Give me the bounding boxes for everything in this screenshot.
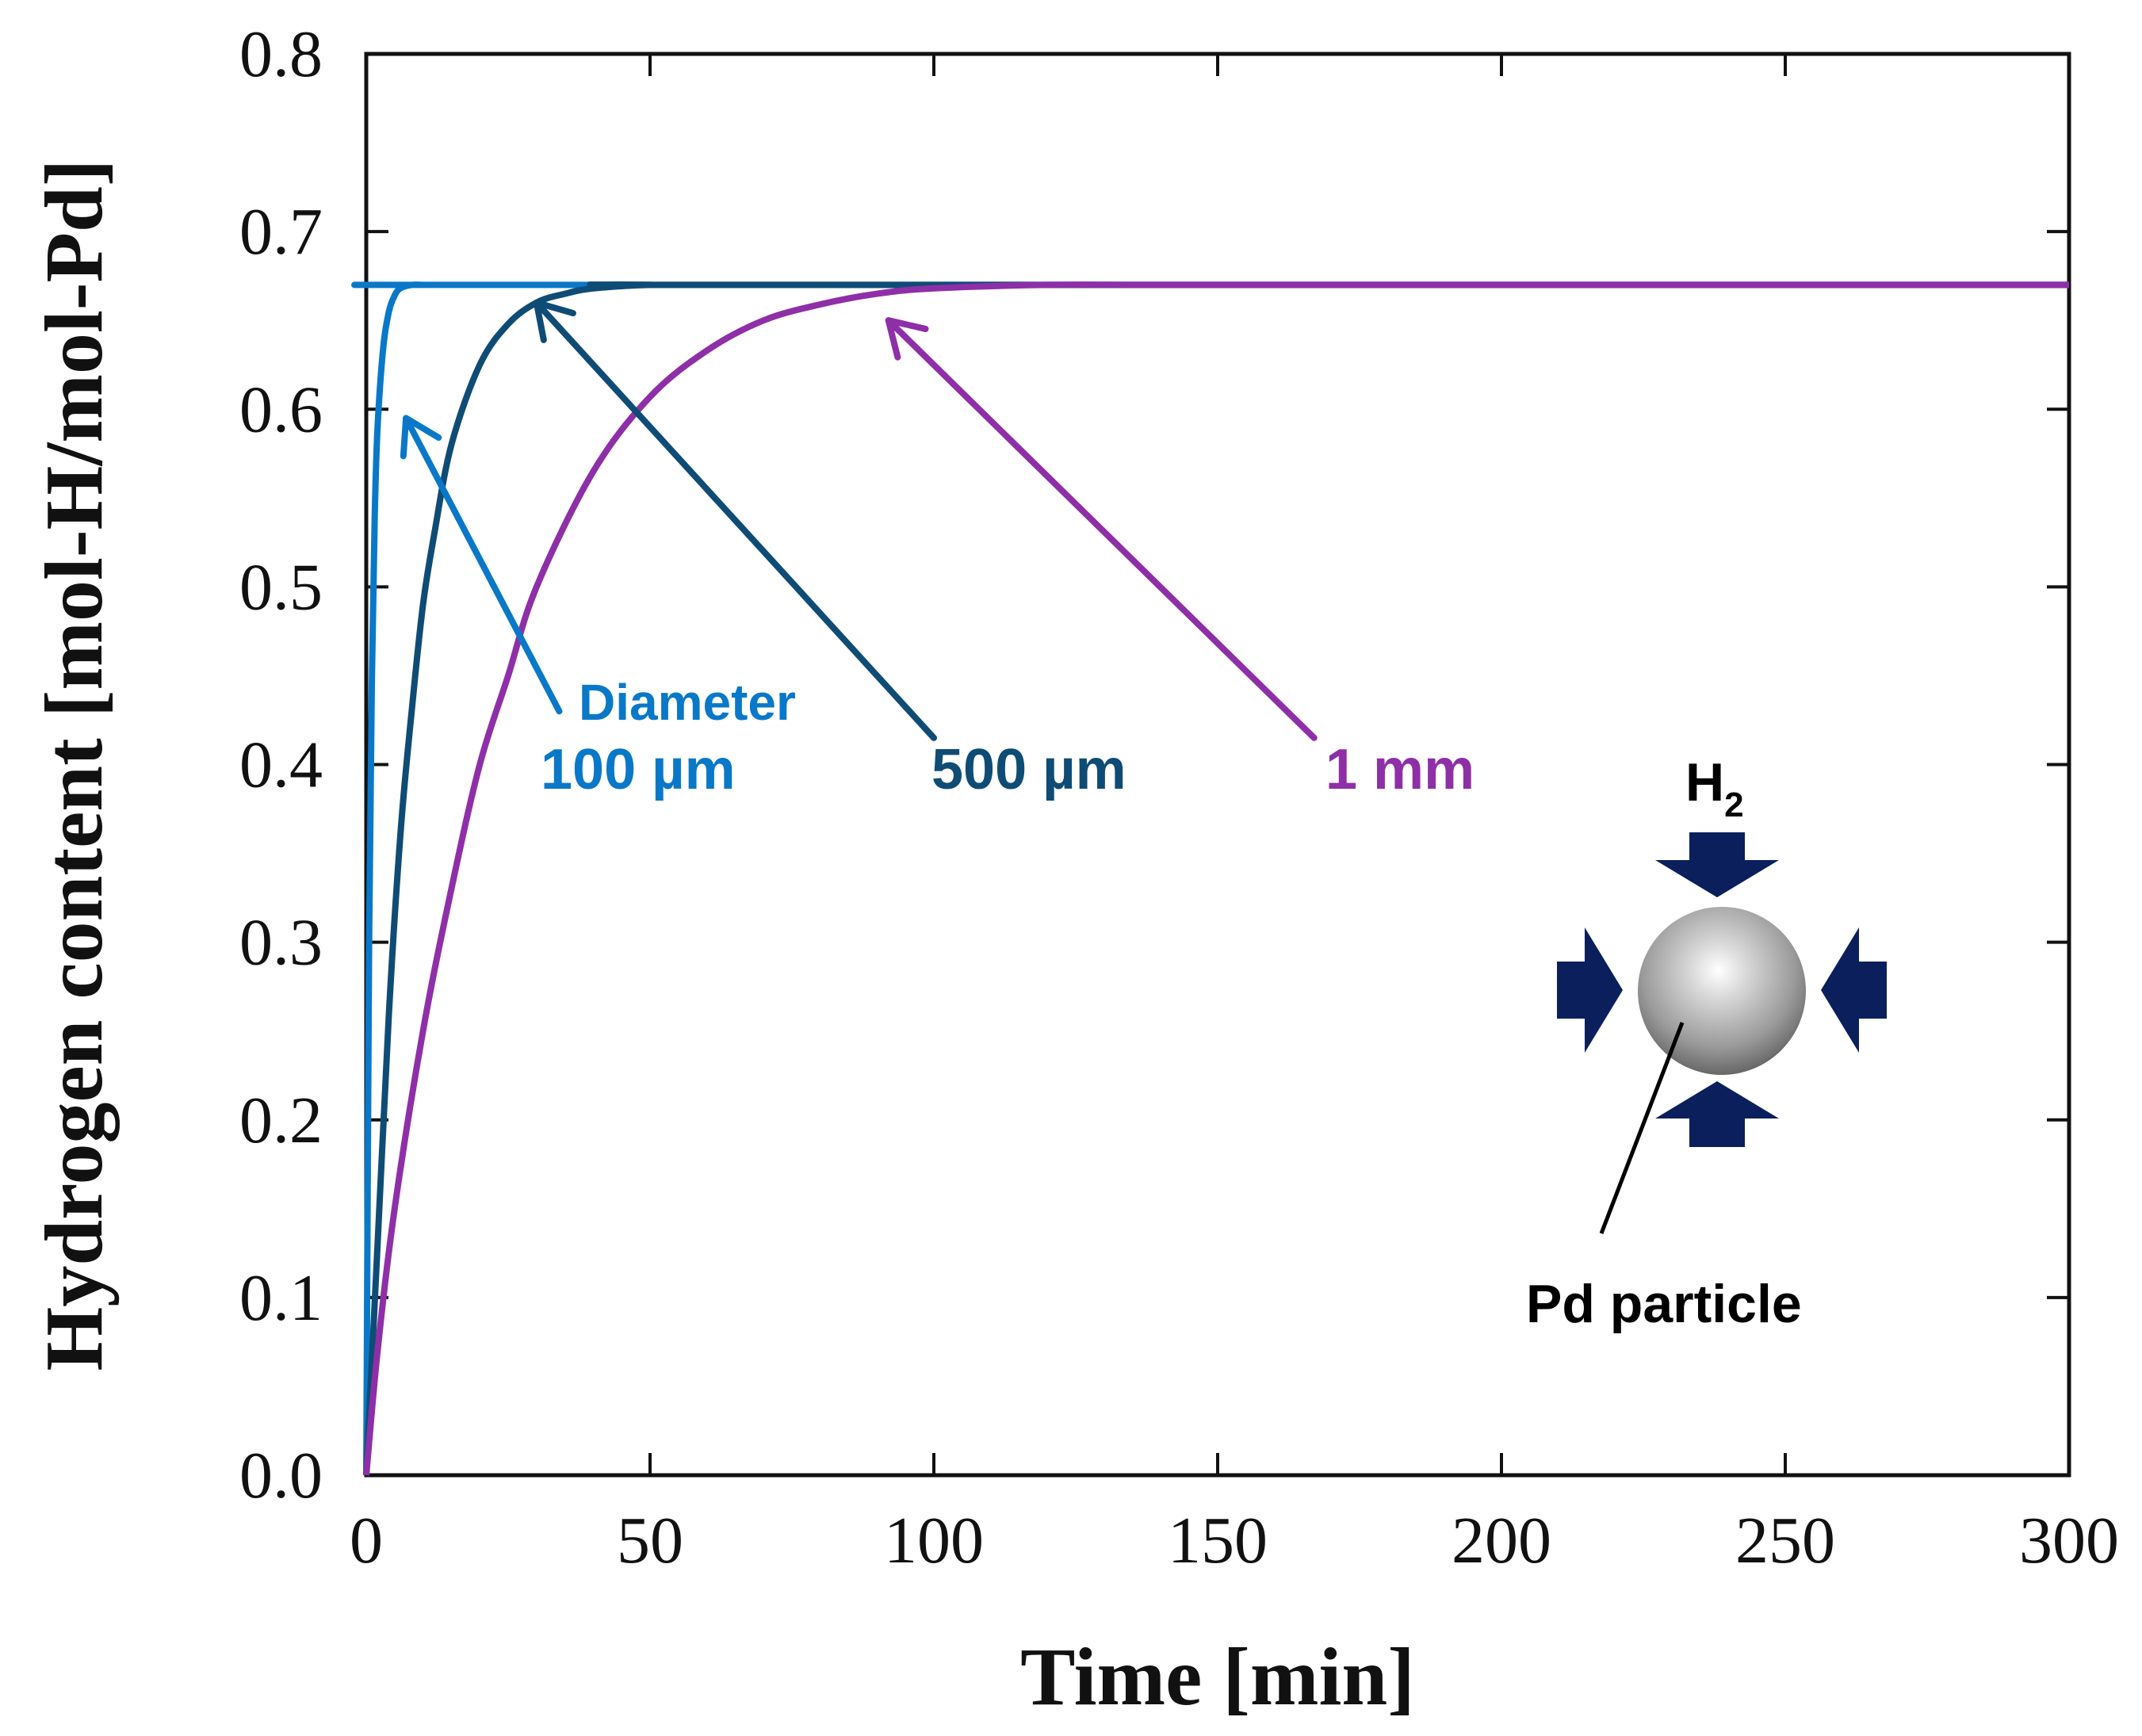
- x-axis-title: Time [min]: [1020, 1631, 1415, 1723]
- annotation-arrowhead: [885, 317, 929, 361]
- arrow-down-icon: [1655, 832, 1779, 897]
- y-tick-label: 0.1: [239, 1261, 323, 1335]
- annotation-arrow: [403, 415, 563, 715]
- series-line: [363, 281, 2069, 1476]
- x-tick-label: 0: [350, 1504, 383, 1577]
- x-tick-label: 100: [884, 1504, 984, 1577]
- x-tick-label: 200: [1452, 1504, 1551, 1577]
- annotation-arrowhead: [533, 299, 576, 343]
- annotation-diameter-label: Diameter: [579, 674, 796, 731]
- y-tick-label: 0.0: [239, 1439, 323, 1512]
- annotation-arrowhead: [400, 415, 442, 460]
- series-line: [363, 281, 2069, 1476]
- pd-particle-inset: H2 Pd particle: [1526, 752, 1887, 1334]
- y-tick-label: 0.8: [239, 17, 323, 91]
- annotation-arrow: [885, 317, 1318, 741]
- y-tick-label: 0.5: [239, 550, 323, 624]
- y-tick-label: 0.7: [239, 195, 323, 269]
- y-axis-title: Hydrogen content [mol-H/mol-Pd]: [29, 159, 120, 1371]
- series-lines: [351, 281, 2069, 1476]
- annotation-arrow: [533, 299, 937, 741]
- x-tick-label: 150: [1168, 1504, 1268, 1577]
- y-tick-label: 0.3: [239, 906, 323, 980]
- annotation-500um-label: 500 µm: [931, 738, 1126, 801]
- y-tick-label: 0.4: [239, 728, 323, 802]
- arrow-up-icon: [1655, 1081, 1779, 1147]
- pd-particle-label: Pd particle: [1526, 1274, 1802, 1334]
- x-tick-label: 50: [617, 1504, 683, 1577]
- series-line: [351, 281, 2069, 1476]
- y-tick-label: 0.2: [239, 1084, 323, 1157]
- y-tick-label: 0.6: [239, 373, 323, 446]
- h2-label: H2: [1685, 752, 1744, 824]
- axis-tick-labels: 0 50 100 150 200 250 300 0.0 0.1 0.2 0.3 0.4 0.5 0.6 0…: [239, 17, 2119, 1577]
- annotation-100um-label: 100 µm: [541, 738, 736, 801]
- x-tick-label: 300: [2019, 1504, 2119, 1577]
- arrow-left-icon: [1821, 927, 1887, 1053]
- arrow-right-icon: [1557, 927, 1623, 1053]
- annotation-1mm-label: 1 mm: [1325, 738, 1475, 801]
- x-tick-label: 250: [1735, 1504, 1835, 1577]
- pd-sphere-icon: [1638, 907, 1806, 1075]
- particle-leader-line: [1599, 1022, 1685, 1234]
- annotation-arrows: [400, 299, 1318, 741]
